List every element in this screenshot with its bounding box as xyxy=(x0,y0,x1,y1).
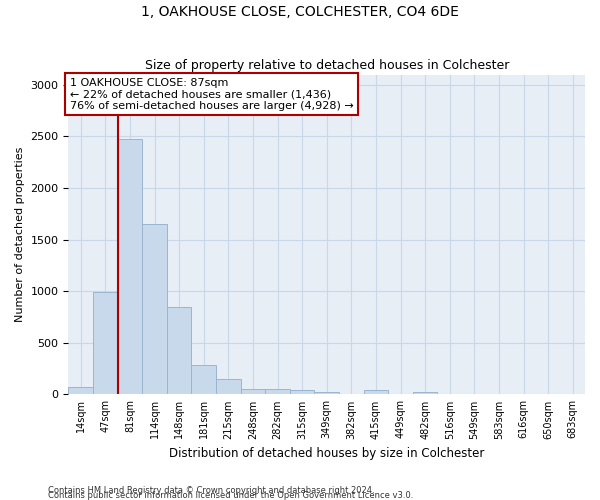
Bar xyxy=(265,390,290,394)
Bar xyxy=(413,392,437,394)
Bar xyxy=(364,390,388,394)
Text: Contains public sector information licensed under the Open Government Licence v3: Contains public sector information licen… xyxy=(48,490,413,500)
Bar xyxy=(167,306,191,394)
Text: 1, OAKHOUSE CLOSE, COLCHESTER, CO4 6DE: 1, OAKHOUSE CLOSE, COLCHESTER, CO4 6DE xyxy=(141,5,459,19)
Bar xyxy=(142,224,167,394)
Y-axis label: Number of detached properties: Number of detached properties xyxy=(15,147,25,322)
Bar xyxy=(191,364,216,394)
Bar xyxy=(216,379,241,394)
Bar xyxy=(314,392,339,394)
Bar xyxy=(241,389,265,394)
Text: Contains HM Land Registry data © Crown copyright and database right 2024.: Contains HM Land Registry data © Crown c… xyxy=(48,486,374,495)
Bar xyxy=(118,138,142,394)
Title: Size of property relative to detached houses in Colchester: Size of property relative to detached ho… xyxy=(145,59,509,72)
Bar xyxy=(290,390,314,394)
Text: 1 OAKHOUSE CLOSE: 87sqm
← 22% of detached houses are smaller (1,436)
76% of semi: 1 OAKHOUSE CLOSE: 87sqm ← 22% of detache… xyxy=(70,78,353,111)
Bar xyxy=(68,387,93,394)
X-axis label: Distribution of detached houses by size in Colchester: Distribution of detached houses by size … xyxy=(169,447,484,460)
Bar xyxy=(93,292,118,394)
